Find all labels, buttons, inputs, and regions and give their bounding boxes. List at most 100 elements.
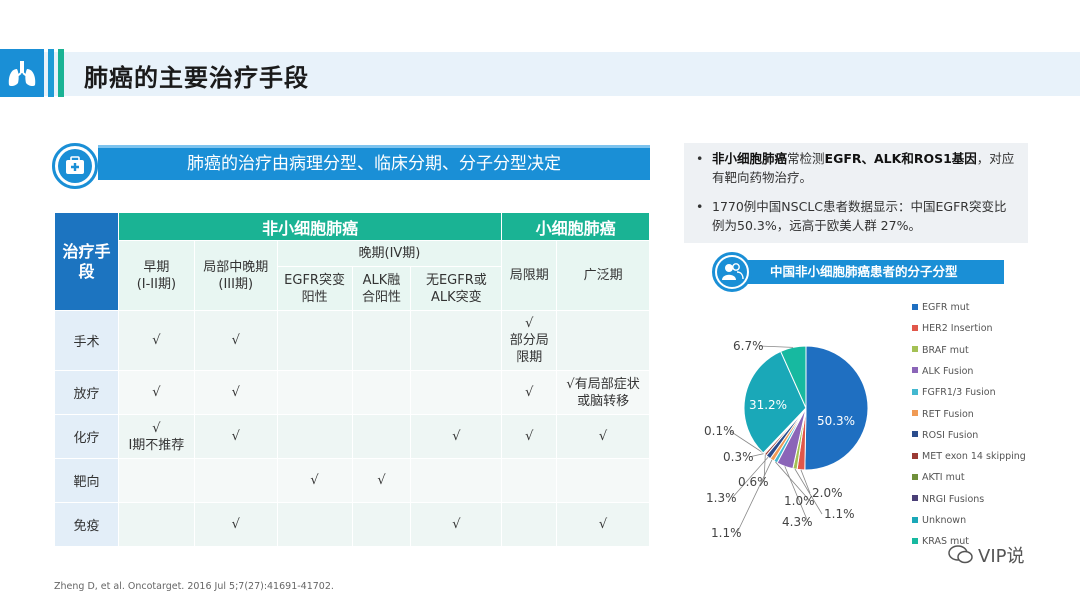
legend-item: NRGI Fusions — [912, 494, 984, 506]
pie-data-label: 50.3% — [817, 414, 855, 428]
table-cell: √ — [193, 502, 278, 547]
legend-item: ALK Fusion — [912, 366, 973, 378]
key-points-box: • 非小细胞肺癌常检测EGFR、ALK和ROS1基因，对应有靶向药物治疗。 • … — [684, 143, 1028, 243]
col-late-stage: 晚期(IV期) — [276, 240, 503, 267]
legend-label: FGFR1/3 Fusion — [922, 387, 996, 399]
pie-data-label: 0.6% — [738, 475, 769, 489]
table-cell: √有局部症状 或脑转移 — [556, 370, 650, 415]
pie-leader-line — [758, 345, 794, 348]
table-cell — [351, 370, 412, 415]
section-banner: 肺癌的治疗由病理分型、临床分期、分子分型决定 — [98, 148, 650, 180]
pie-slice — [804, 345, 869, 471]
table-cell: √ — [556, 502, 650, 547]
pie-data-label: 1.1% — [824, 507, 855, 521]
legend-swatch — [912, 346, 918, 353]
legend-label: AKTI mut — [922, 472, 965, 484]
table-cell: √ — [193, 370, 278, 415]
pie-leader-line — [748, 453, 765, 458]
legend-item: RET Fusion — [912, 409, 974, 421]
pie-data-label: 0.1% — [704, 424, 735, 438]
table-row: 靶向 √ √ — [54, 458, 650, 503]
row-label: 免疫 — [54, 502, 119, 547]
nsclc-header: 非小细胞肺癌 — [117, 212, 503, 241]
table-cell: √ 部分局 限期 — [501, 310, 558, 371]
bullet-item: • 1770例中国NSCLC患者数据显示：中国EGFR突变比例为50.3%，远高… — [696, 199, 1007, 233]
header-stripe — [48, 49, 54, 97]
table-cell — [501, 458, 558, 503]
legend-item: EGFR mut — [912, 302, 969, 314]
row-label: 靶向 — [54, 458, 119, 503]
table-row: 手术 √ √ √ 部分局 限期 — [54, 310, 650, 371]
table-cell: √ I期不推荐 — [117, 414, 195, 459]
table-cell: √ — [117, 310, 195, 371]
row-label: 手术 — [54, 310, 119, 371]
table-cell — [193, 458, 278, 503]
bullet-dot-icon: • — [696, 199, 704, 214]
legend-label: Unknown — [922, 515, 967, 526]
table-row: 化疗 √ I期不推荐 √ √ √ √ — [54, 414, 650, 459]
table-cell: √ — [117, 370, 195, 415]
table-cell — [351, 414, 412, 459]
pie-chart-title: 中国非小细胞肺癌患者的分子分型 — [732, 260, 1004, 284]
pie-data-label: 0.3% — [723, 450, 754, 464]
table-cell — [410, 310, 503, 371]
legend-label: MET exon 14 skipping — [922, 451, 1026, 463]
table-body: 手术 √ √ √ 部分局 限期 放疗 √ √ √ √有局部症状 或脑转移 化疗 √ I期不推荐 √ √ √… — [54, 310, 650, 547]
legend-label: BRAF mut — [922, 344, 969, 356]
table-cell: √ — [351, 458, 412, 503]
header-bar — [0, 52, 1080, 96]
pie-leader-line — [731, 456, 769, 499]
watermark-text: VIP说 — [978, 546, 1025, 567]
legend-item: ROSI Fusion — [912, 430, 978, 442]
pie-leader-line — [775, 461, 811, 502]
header-stripe — [58, 49, 64, 97]
legend-swatch — [912, 473, 918, 480]
legend-label: ROSI Fusion — [922, 429, 979, 441]
legend-label: KRAS mut — [922, 536, 969, 548]
citation: Zheng D, et al. Oncotarget. 2016 Jul 5;7… — [54, 581, 334, 592]
table-cell: √ — [410, 502, 503, 547]
table-cell — [501, 502, 558, 547]
pie-leader-line — [736, 459, 773, 534]
legend-swatch — [912, 303, 918, 310]
pie-slice — [743, 350, 807, 454]
table-cell: √ — [276, 458, 353, 503]
pie-chart: 50.3% 2.0% 1.1% 4.3% 1.0% 1.1% 1.3%0.6% 0.3% 0.1… — [704, 339, 869, 540]
pie-leader-line — [800, 469, 811, 494]
table-cell: √ — [501, 414, 558, 459]
legend-swatch — [912, 388, 918, 395]
col-early: 早期 (I-II期) — [117, 240, 195, 311]
table-cell — [276, 370, 353, 415]
legend-item: KRAS mut — [912, 536, 969, 548]
bullet-item: • 非小细胞肺癌常检测EGFR、ALK和ROS1基因，对应有靶向药物治疗。 — [696, 151, 1015, 185]
col-alk: ALK融 合阳性 — [351, 266, 412, 311]
table-row: 放疗 √ √ √ √有局部症状 或脑转移 — [54, 370, 650, 415]
table-cell — [276, 502, 353, 547]
table-cell — [351, 502, 412, 547]
legend-swatch — [912, 452, 918, 459]
table-cell — [276, 414, 353, 459]
row-label: 化疗 — [54, 414, 119, 459]
medical-kit-icon — [58, 149, 92, 183]
table-cell — [276, 310, 353, 371]
legend-item: FGFR1/3 Fusion — [912, 387, 996, 399]
legend-label: HER2 Insertion — [922, 323, 993, 335]
pie-data-label: 4.3% — [782, 515, 813, 529]
legend-label: RET Fusion — [922, 408, 974, 420]
legend-swatch — [912, 431, 918, 438]
col-none: 无EGFR或 ALK突变 — [410, 266, 503, 311]
legend-label: EGFR mut — [922, 302, 970, 313]
table-cell: √ — [556, 414, 650, 459]
lungs-icon — [0, 49, 44, 97]
table-row: 免疫 √ √ √ — [54, 502, 650, 547]
pie-leader-line — [794, 468, 823, 515]
legend-item: AKTI mut — [912, 472, 965, 484]
table-cell: √ — [193, 310, 278, 371]
table-cell — [410, 370, 503, 415]
pie-data-label: 31.2% — [749, 398, 787, 412]
section-banner-accent — [98, 145, 650, 148]
legend-swatch — [912, 410, 918, 416]
legend-swatch — [912, 516, 918, 523]
legend-item: HER2 Insertion — [912, 323, 993, 335]
legend-item: MET exon 14 skipping — [912, 451, 1026, 463]
